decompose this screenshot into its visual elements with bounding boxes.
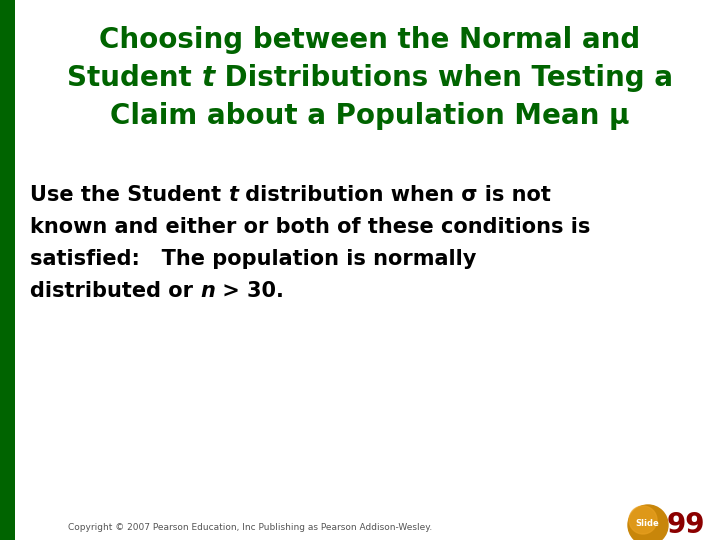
Bar [0, 0, 15, 540]
Text: distributed or: distributed or [30, 281, 200, 301]
Text: t: t [228, 185, 238, 205]
Text: Copyright © 2007 Pearson Education, Inc Publishing as Pearson Addison-Wesley.: Copyright © 2007 Pearson Education, Inc … [68, 523, 432, 532]
Text: Slide: Slide [635, 518, 659, 528]
Circle shape [629, 506, 657, 534]
Text: Student: Student [67, 64, 202, 92]
Text: 99: 99 [667, 511, 706, 539]
Text: satisfied:   The population is normally: satisfied: The population is normally [30, 249, 477, 269]
Text: Use the Student: Use the Student [30, 185, 228, 205]
Text: > 30.: > 30. [215, 281, 284, 301]
Text: t: t [202, 64, 215, 92]
Text: Choosing between the Normal and: Choosing between the Normal and [99, 26, 641, 54]
Text: n: n [200, 281, 215, 301]
Text: Distributions when Testing a: Distributions when Testing a [215, 64, 672, 92]
Circle shape [628, 505, 668, 540]
Text: known and either or both of these conditions is: known and either or both of these condit… [30, 217, 590, 237]
Text: distribution when σ is not: distribution when σ is not [238, 185, 552, 205]
Text: Claim about a Population Mean μ: Claim about a Population Mean μ [110, 102, 630, 130]
